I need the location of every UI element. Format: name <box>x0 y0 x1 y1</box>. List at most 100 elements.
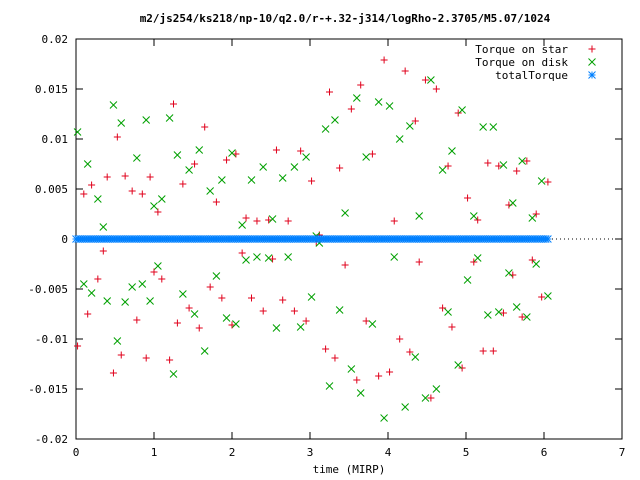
data-point <box>331 354 339 362</box>
data-point <box>223 156 231 164</box>
data-points <box>72 56 552 422</box>
data-point <box>80 190 88 198</box>
data-point <box>438 166 447 174</box>
data-point <box>368 320 377 328</box>
data-point <box>336 164 344 172</box>
data-point <box>374 98 383 106</box>
data-point <box>415 212 424 220</box>
x-tick-label: 5 <box>463 446 470 459</box>
x-tick-label: 7 <box>619 446 626 459</box>
data-point <box>264 254 273 262</box>
data-point <box>173 151 182 159</box>
data-point <box>222 314 231 322</box>
data-point <box>248 294 255 302</box>
data-point <box>356 389 365 397</box>
data-point <box>368 150 376 158</box>
data-point <box>146 297 154 305</box>
data-point <box>290 307 298 315</box>
data-point <box>128 187 136 195</box>
data-point <box>396 335 404 343</box>
data-point <box>113 133 121 141</box>
data-point <box>128 283 137 291</box>
data-point <box>390 217 398 225</box>
data-point <box>458 106 466 114</box>
data-point <box>544 235 552 243</box>
data-point <box>470 258 478 266</box>
data-point <box>93 195 102 203</box>
x-tick-label: 0 <box>73 446 80 459</box>
data-point <box>121 172 129 180</box>
data-point <box>308 177 316 185</box>
data-point <box>528 214 537 222</box>
data-point <box>191 160 199 168</box>
data-point <box>474 216 482 224</box>
data-point <box>347 365 356 373</box>
data-point <box>279 296 287 304</box>
data-point <box>103 297 112 305</box>
data-point <box>170 100 177 108</box>
data-point <box>347 105 355 113</box>
data-point <box>538 293 546 301</box>
data-point <box>362 153 371 161</box>
data-point <box>195 146 204 154</box>
y-tick-label: -0.005 <box>28 283 68 296</box>
data-point <box>212 272 221 280</box>
y-tick-label: 0.005 <box>35 183 68 196</box>
data-point <box>121 298 129 306</box>
data-point <box>146 173 154 181</box>
data-point <box>479 123 488 131</box>
data-point <box>406 348 414 356</box>
data-point <box>307 293 316 301</box>
data-point <box>218 294 226 302</box>
data-point <box>73 128 82 136</box>
data-point <box>206 187 215 195</box>
data-point <box>325 382 334 390</box>
data-point <box>74 342 82 350</box>
data-point <box>272 146 280 154</box>
data-point <box>238 221 246 229</box>
data-point <box>532 210 540 218</box>
data-point <box>421 394 430 402</box>
data-point <box>154 208 162 216</box>
y-tick-labels: 0.02 0.015 0.01 0.005 0 -0.005 -0.01 -0.015 -0.0… <box>28 33 68 446</box>
data-point <box>518 313 526 321</box>
data-point <box>352 94 361 102</box>
data-point <box>212 198 220 206</box>
data-point <box>154 262 162 270</box>
data-point <box>427 76 435 84</box>
x-tick-label: 2 <box>229 446 236 459</box>
data-point <box>190 310 199 318</box>
axis-ticks <box>75 38 623 440</box>
data-point <box>150 202 158 210</box>
data-point <box>448 147 456 155</box>
data-point <box>483 311 492 319</box>
data-point <box>537 177 546 185</box>
data-point <box>444 162 452 170</box>
data-point <box>390 253 399 261</box>
y-tick-label: -0.015 <box>28 383 68 396</box>
data-point <box>421 76 429 84</box>
data-point <box>380 56 388 64</box>
data-point <box>259 307 267 315</box>
data-point <box>99 223 108 231</box>
data-point <box>512 303 521 311</box>
legend-label: Torque on disk <box>475 56 568 69</box>
data-point <box>284 217 292 225</box>
series-torque-on-disk <box>73 76 552 422</box>
data-point <box>185 304 193 312</box>
data-point <box>157 195 166 203</box>
y-tick-label: 0.02 <box>42 33 69 46</box>
legend-marker <box>588 45 596 53</box>
x-tick-label: 1 <box>151 446 158 459</box>
data-point <box>458 364 466 372</box>
data-point <box>296 323 305 331</box>
data-point <box>444 308 452 316</box>
data-point <box>179 180 187 188</box>
data-point <box>454 361 463 369</box>
data-point <box>395 135 404 143</box>
data-point <box>357 81 365 89</box>
data-point <box>278 174 287 182</box>
data-point <box>150 268 158 276</box>
data-point <box>84 310 92 318</box>
